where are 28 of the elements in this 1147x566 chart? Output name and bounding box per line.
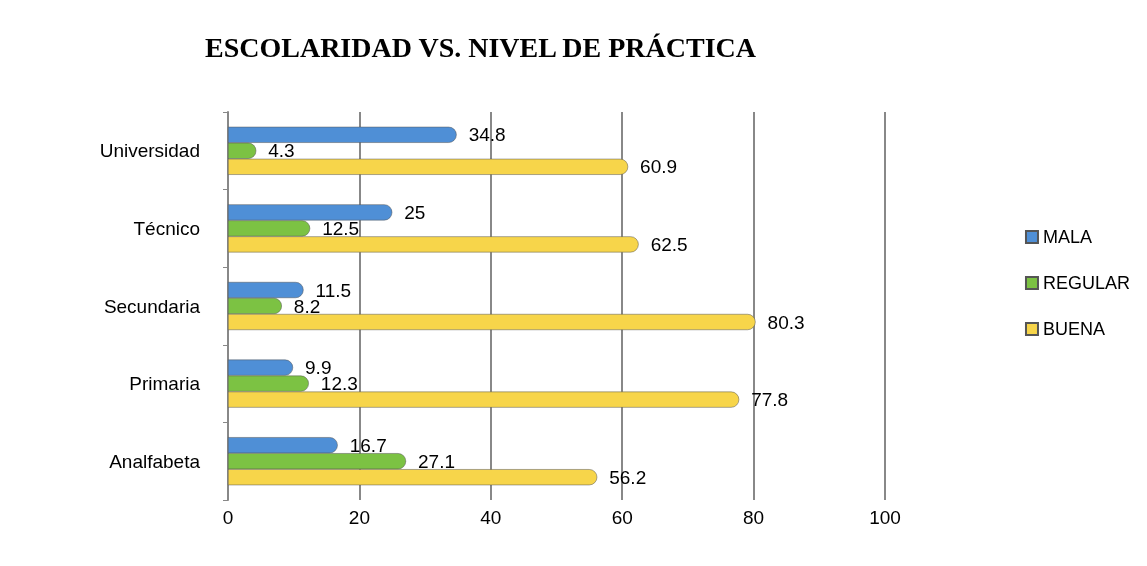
chart-title: ESCOLARIDAD VS. NIVEL DE PRÁCTICA (205, 31, 757, 63)
y-tick-label: Analfabeta (109, 450, 201, 472)
data-label: 62.5 (650, 233, 688, 255)
legend-label: REGULAR (1042, 273, 1131, 293)
data-label: 77.8 (751, 389, 789, 411)
data-label: 12.5 (322, 217, 360, 239)
data-label: 34.8 (468, 124, 506, 146)
y-tick-label: Universidad (99, 140, 200, 162)
y-tick-label: Secundaria (103, 295, 201, 317)
data-label: 56.2 (609, 466, 647, 488)
data-label: 11.5 (315, 279, 352, 301)
data-label: 25 (404, 201, 426, 223)
y-tick-label: Técnico (133, 217, 200, 239)
x-tick-label: 40 (480, 507, 502, 528)
data-label: 12.3 (320, 373, 358, 395)
data-label: 60.9 (640, 156, 678, 178)
x-tick-label: 100 (869, 507, 901, 528)
x-tick-label: 0 (222, 507, 234, 528)
y-tick-label: Primaria (129, 373, 201, 395)
data-label: 27.1 (418, 450, 456, 472)
data-label: 4.3 (268, 140, 295, 162)
x-tick-label: 80 (743, 507, 765, 528)
x-tick-label: 20 (348, 507, 370, 528)
x-tick-label: 60 (611, 507, 633, 528)
data-label: 16.7 (349, 434, 387, 456)
data-label: 80.3 (767, 311, 805, 333)
legend-label: BUENA (1042, 319, 1105, 339)
legend-label: MALA (1042, 227, 1093, 247)
